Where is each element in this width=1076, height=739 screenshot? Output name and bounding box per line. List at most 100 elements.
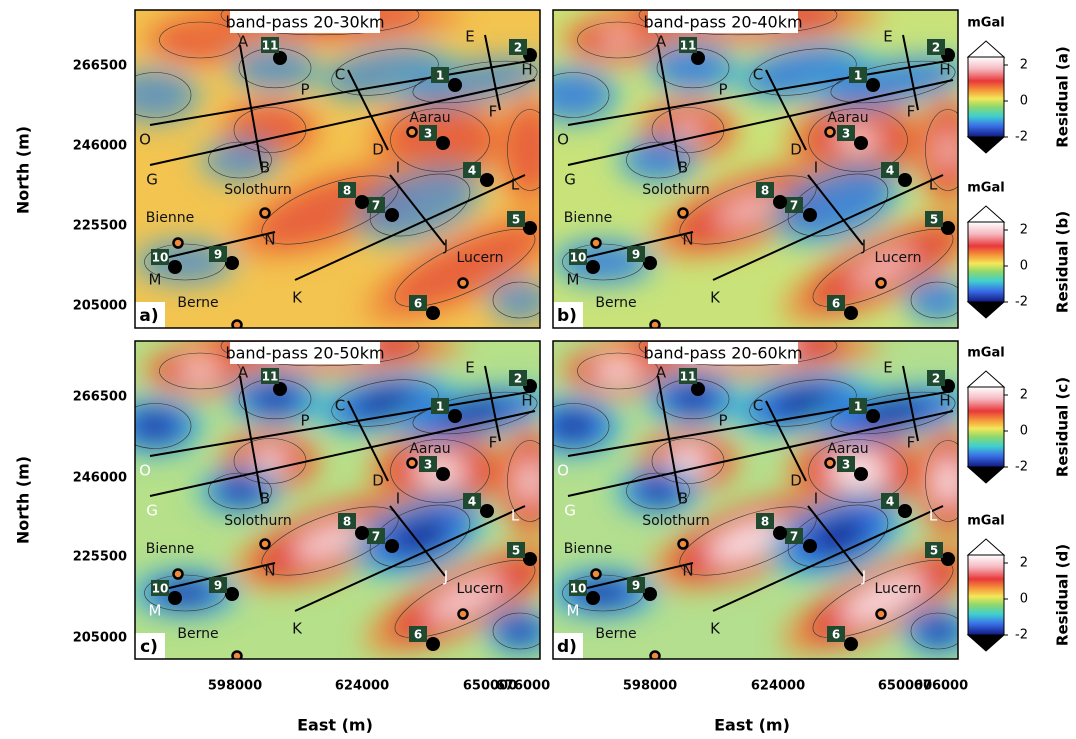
profile-letter: B: [678, 159, 688, 177]
profile-letter: H: [521, 392, 532, 410]
y-tick-label: 266500: [73, 390, 127, 405]
station-marker: [225, 587, 239, 601]
colorbar-label: Residual (a): [1054, 46, 1072, 148]
negative-core: [641, 481, 676, 501]
colorbar-cap: [968, 302, 1004, 318]
x-tick-label: 676000: [496, 679, 550, 694]
panel-title: band-pass 20-30km: [225, 13, 384, 32]
x-axis-label: East (m): [297, 716, 373, 735]
colorbar-tick-label: 2: [1020, 223, 1028, 238]
colorbar-unit: mGal: [967, 514, 1004, 529]
x-tick-label: 624000: [751, 679, 805, 694]
city-marker: [592, 570, 601, 579]
station-label: 1: [436, 400, 444, 414]
station-marker: [523, 221, 537, 235]
city-marker: [174, 570, 183, 579]
city-label: Bienne: [564, 210, 612, 226]
station-label: 8: [343, 515, 351, 529]
colorbar-unit: mGal: [967, 181, 1004, 196]
city-label: Aarau: [409, 110, 450, 126]
station-label: 6: [832, 628, 840, 642]
colorbar-tick-label: 2: [1020, 58, 1028, 73]
station-label: 7: [790, 199, 798, 213]
station-marker: [168, 591, 182, 605]
station-label: 5: [512, 544, 520, 558]
city-marker: [826, 128, 835, 137]
colorbar-ramp: [968, 555, 1004, 635]
station-label: 4: [468, 164, 476, 178]
colorbar-cap: [968, 371, 1004, 387]
profile-letter: O: [557, 131, 569, 149]
station-label: 11: [680, 39, 697, 53]
station-label: 4: [468, 495, 476, 509]
city-label: Lucern: [456, 581, 503, 597]
profile-letter: L: [929, 176, 938, 194]
negative-core: [553, 414, 593, 439]
profile-letter: M: [149, 271, 162, 289]
station-label: 1: [854, 400, 862, 414]
y-axis-label: North (m): [14, 456, 33, 544]
station-label: 10: [152, 582, 169, 596]
profile-letter: G: [564, 502, 576, 520]
city-label: Berne: [595, 295, 636, 311]
city-label: Lucern: [874, 581, 921, 597]
profile-letter: C: [753, 66, 763, 84]
figure: ABCDEFGHIJKLMNOPAarauSolothurnBienneBern…: [0, 0, 1076, 739]
profile-letter: J: [443, 568, 448, 586]
y-tick-label: 225500: [73, 550, 127, 565]
station-marker: [426, 637, 440, 651]
station-marker: [436, 467, 450, 481]
profile-letter: N: [264, 231, 275, 249]
colorbar: mGal20-2Residual (c): [967, 346, 1071, 484]
station-marker: [941, 552, 955, 566]
positive-core: [599, 32, 636, 49]
profile-letter: M: [567, 271, 580, 289]
x-axis-label: East (m): [714, 716, 790, 735]
profile-letter: D: [372, 141, 384, 159]
station-label: 2: [932, 372, 940, 386]
station-marker: [773, 195, 787, 209]
city-label: Aarau: [827, 441, 868, 457]
city-label: Berne: [595, 626, 636, 642]
profile-letter: J: [861, 237, 866, 255]
profile-letter: B: [678, 490, 688, 508]
city-marker: [261, 209, 270, 218]
profile-letter: F: [489, 434, 498, 452]
station-marker: [448, 409, 462, 423]
station-marker: [523, 552, 537, 566]
colorbar-label: Residual (d): [1054, 544, 1072, 646]
map-panel: ABCDEFGHIJKLMNOPAarauSolothurnBienneBern…: [521, 0, 997, 345]
profile-letter: G: [146, 502, 158, 520]
map-fill: ABCDEFGHIJKLMNOPAarauSolothurnBienneBern…: [521, 317, 997, 676]
colorbar-tick-label: 0: [1020, 592, 1028, 607]
city-marker: [459, 610, 468, 619]
map-fill: ABCDEFGHIJKLMNOPAarauSolothurnBienneBern…: [521, 0, 997, 345]
profile-letter: O: [139, 462, 151, 480]
colorbar-unit: mGal: [967, 346, 1004, 361]
colorbar-tick-label: 2: [1020, 388, 1028, 403]
colorbar-cap: [968, 206, 1004, 222]
profile-letter: L: [511, 507, 520, 525]
city-marker: [679, 209, 688, 218]
station-marker: [426, 306, 440, 320]
colorbar-cap: [968, 539, 1004, 555]
profile-letter: B: [260, 159, 270, 177]
colorbar-tick-label: 2: [1020, 556, 1028, 571]
city-label: Solothurn: [224, 182, 292, 198]
profile-letter: P: [718, 412, 727, 430]
y-axis-label: North (m): [14, 126, 33, 214]
profile-letter: K: [710, 289, 721, 307]
station-marker: [385, 539, 399, 553]
negative-core: [223, 481, 258, 501]
profile-letter: D: [372, 472, 384, 490]
colorbar-ramp: [968, 387, 1004, 467]
station-label: 9: [214, 579, 222, 593]
station-label: 1: [854, 69, 862, 83]
x-tick-label: 676000: [914, 679, 968, 694]
station-marker: [168, 260, 182, 274]
x-tick-label: 598000: [623, 679, 677, 694]
station-marker: [643, 256, 657, 270]
city-label: Berne: [177, 626, 218, 642]
city-label: Lucern: [456, 250, 503, 266]
colorbar-tick-label: -2: [1015, 295, 1028, 310]
